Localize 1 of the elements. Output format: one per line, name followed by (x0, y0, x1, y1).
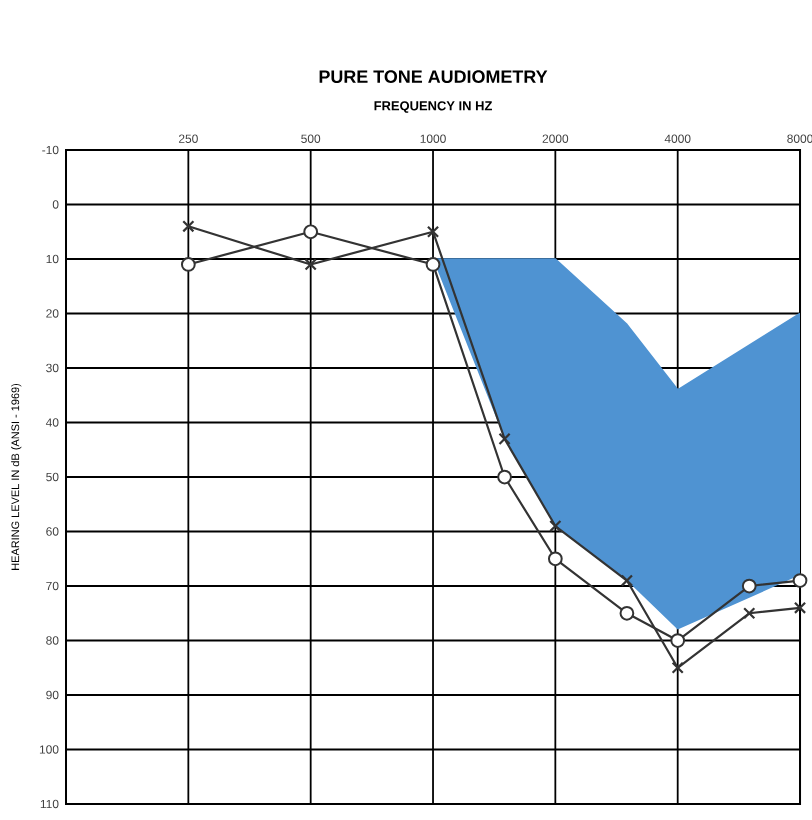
chart-title: PURE TONE AUDIOMETRY (319, 70, 548, 84)
